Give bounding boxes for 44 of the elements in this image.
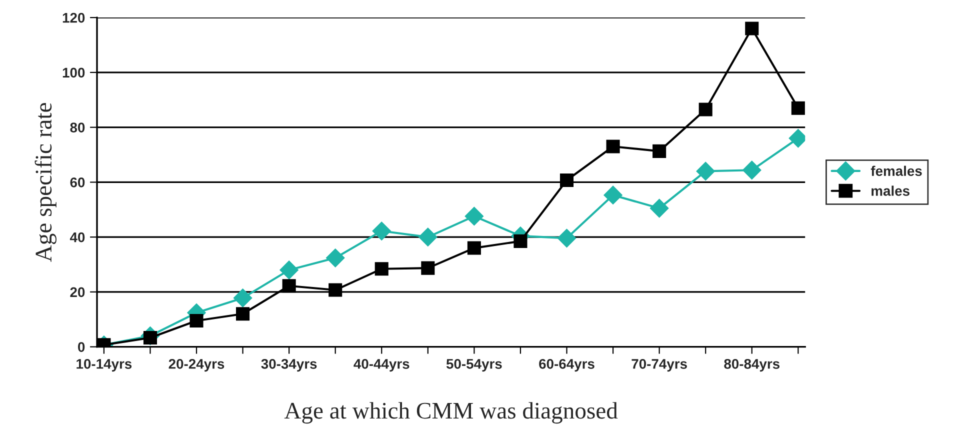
point [696, 162, 715, 181]
point [791, 101, 805, 115]
point [650, 198, 669, 218]
x-tick-label: 20-24yrs [168, 358, 224, 372]
point [745, 22, 759, 36]
y-tick-label: 20 [70, 287, 85, 298]
y-axis-title: Age specific rate [34, 103, 56, 262]
point [421, 261, 435, 275]
point [233, 288, 252, 308]
x-tick-label: 30-34yrs [261, 358, 317, 372]
point [464, 206, 484, 226]
legend-label: females [870, 166, 922, 176]
x-tick-label: 10-14yrs [76, 358, 132, 372]
point [236, 307, 250, 321]
point [604, 186, 622, 204]
point [652, 144, 666, 158]
point [190, 314, 204, 328]
point [328, 283, 342, 297]
point [514, 234, 528, 248]
y-tick-label: 0 [78, 342, 85, 352]
point [698, 102, 712, 116]
x-axis-title: Age at which CMM was diagnosed [284, 402, 618, 424]
point [372, 222, 391, 240]
y-tick-label: 120 [62, 12, 85, 23]
point [374, 262, 388, 276]
x-tick-label: 40-44yrs [354, 358, 410, 372]
point [282, 279, 296, 293]
x-tick-label: 70-74yrs [632, 358, 687, 372]
point [280, 260, 298, 280]
point [467, 241, 481, 255]
y-tick-label: 60 [70, 178, 85, 188]
x-tick-label: 50-54yrs [446, 358, 502, 372]
y-tick-label: 80 [70, 122, 85, 132]
point [742, 160, 762, 180]
x-tick-label: 60-64yrs [539, 358, 594, 372]
y-tick-label: 40 [70, 232, 85, 242]
point [326, 248, 345, 268]
y-tick-label: 100 [62, 68, 85, 78]
point [606, 140, 620, 154]
point [560, 173, 574, 188]
x-tick-label: 80-84yrs [724, 358, 780, 372]
point [418, 228, 438, 246]
legend-label: males [872, 186, 910, 196]
point [557, 228, 576, 248]
